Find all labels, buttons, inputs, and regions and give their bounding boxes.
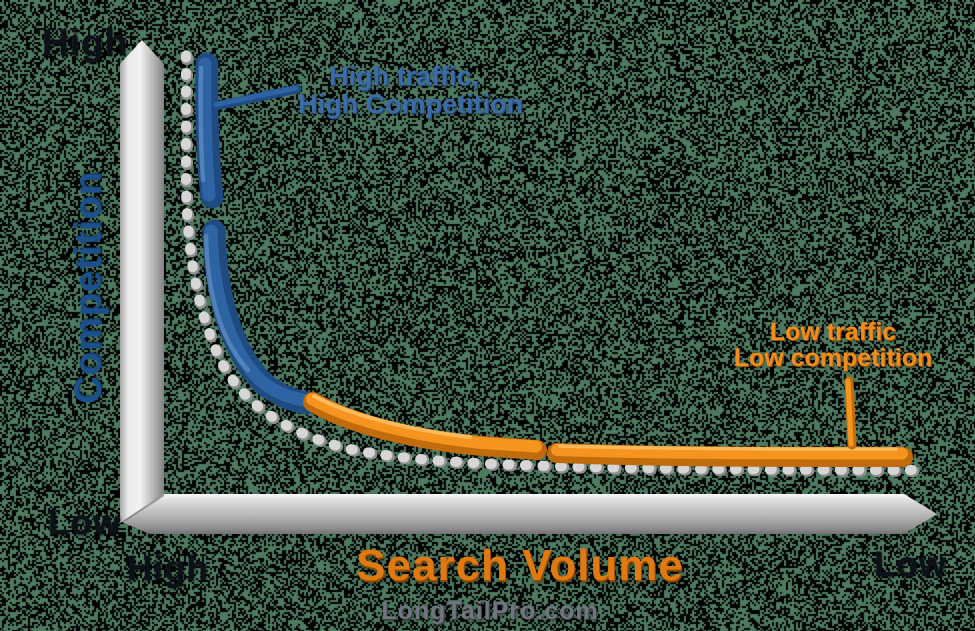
y-axis-tick-low: Low [48, 503, 121, 543]
head-callout-line [216, 88, 297, 106]
y-axis-title: Competition [68, 138, 111, 438]
tail-callout-line [848, 381, 852, 445]
x-axis-bar [122, 494, 937, 534]
y-axis-bar [120, 40, 164, 523]
watermark-text: LongTailPro.com [340, 597, 640, 626]
long-tail-seo-chart: High Competition Low High Low Search Vol… [0, 0, 975, 631]
head-annotation: High traffic, High Competition [298, 62, 510, 118]
tail-annotation-line2: Low competition [733, 345, 933, 371]
y-axis-tick-high: High [42, 22, 128, 64]
x-axis-tick-high: High [127, 549, 209, 589]
head-annotation-line2: High Competition [298, 90, 510, 118]
curve-head-segment-1 [201, 64, 212, 197]
x-axis-title: Search Volume [340, 541, 700, 591]
tail-annotation: Low traffic Low competition [733, 319, 933, 371]
curve-tail-segment-1 [312, 396, 537, 450]
curve-head-segment-2 [206, 231, 306, 403]
head-annotation-line1: High traffic, [298, 62, 510, 90]
tail-annotation-line1: Low traffic [733, 319, 933, 345]
x-axis-tick-low: Low [874, 545, 947, 585]
